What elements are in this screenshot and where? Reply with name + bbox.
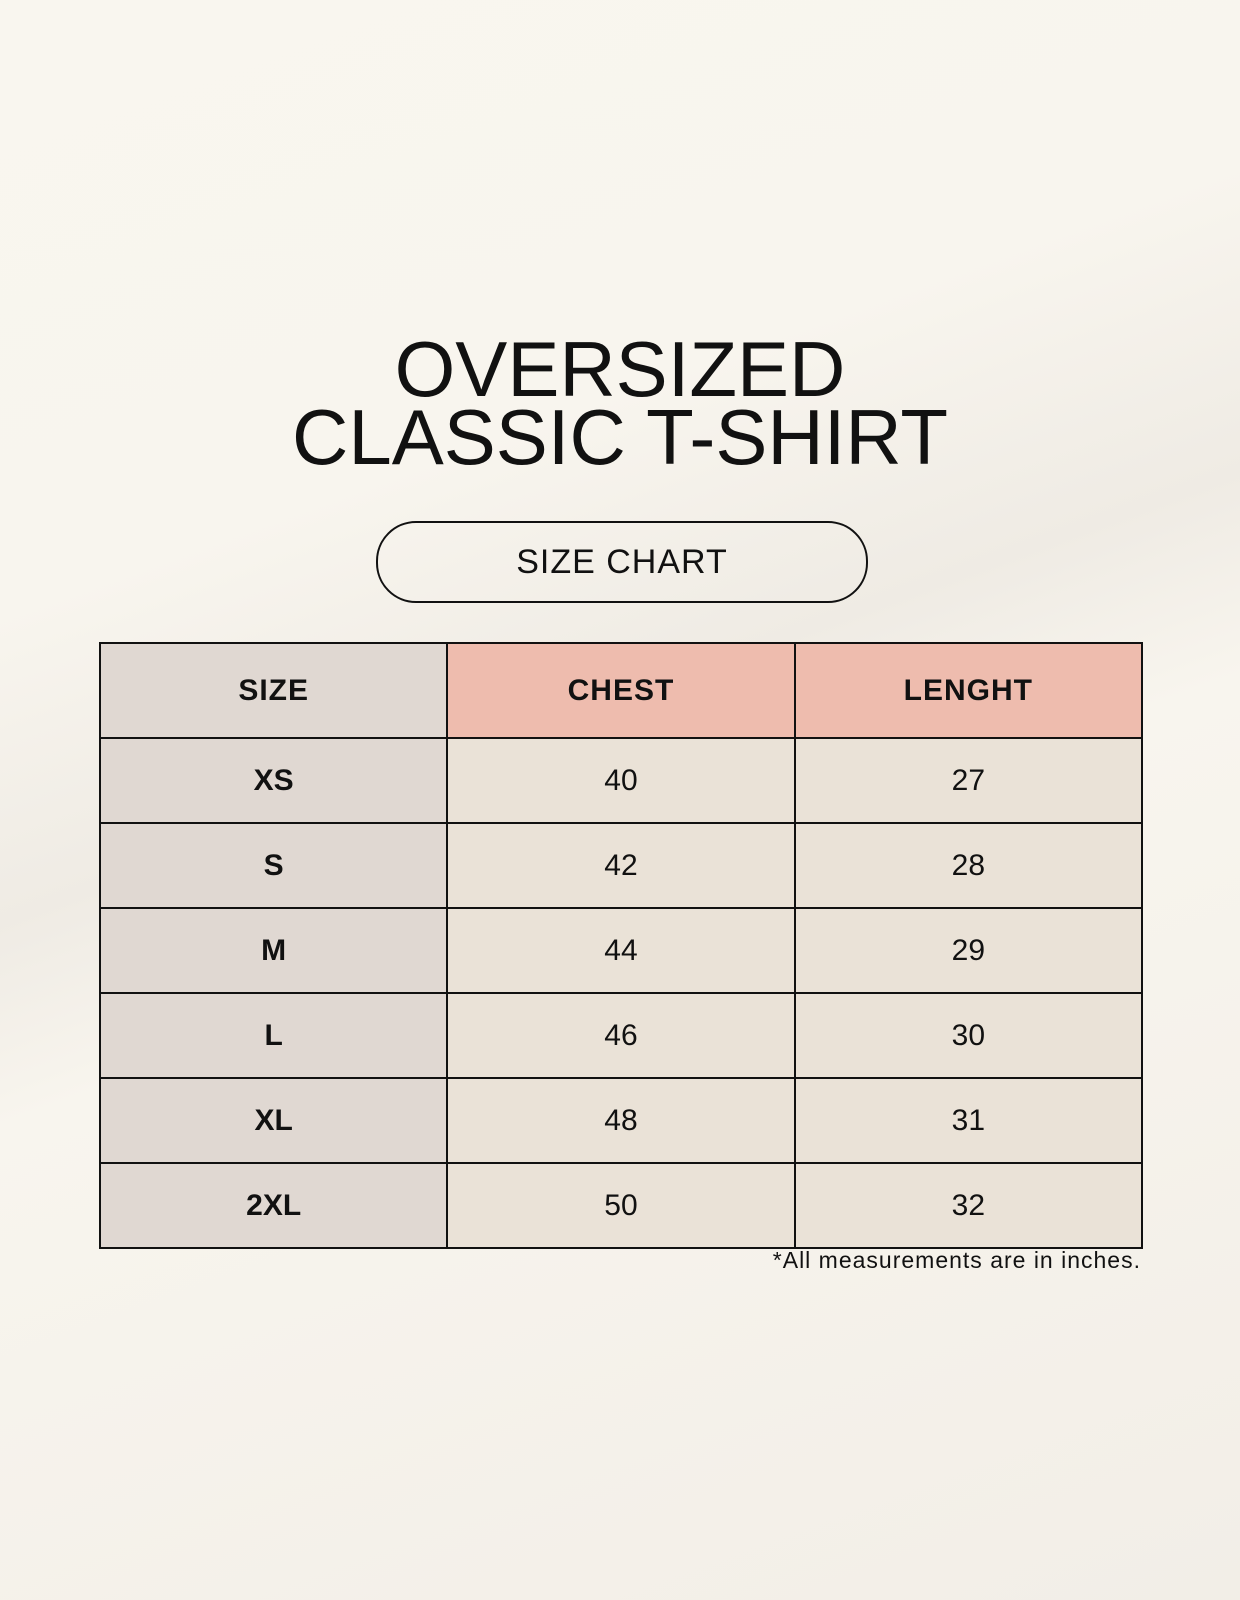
length-cell: 28 — [793, 822, 1144, 909]
chest-cell: 46 — [446, 992, 796, 1079]
header-chest: CHEST — [446, 642, 796, 739]
footnote: *All measurements are in inches. — [772, 1247, 1141, 1273]
table-row: S 42 28 — [98, 822, 1144, 909]
table-row: L 46 30 — [98, 992, 1144, 1079]
size-cell: M — [98, 907, 449, 994]
chest-cell: 42 — [446, 822, 796, 909]
header-length: LENGHT — [793, 642, 1144, 739]
table-row: 2XL 50 32 — [98, 1162, 1144, 1249]
size-cell: XS — [98, 737, 449, 824]
size-cell: XL — [98, 1077, 449, 1164]
title-line-2: CLASSIC T-SHIRT — [292, 393, 948, 481]
page-title: OVERSIZED CLASSIC T-SHIRT — [0, 325, 1240, 481]
size-cell: S — [98, 822, 449, 909]
length-cell: 30 — [793, 992, 1144, 1079]
length-cell: 27 — [793, 737, 1144, 824]
table-header-row: SIZE CHEST LENGHT — [98, 642, 1144, 739]
chest-cell: 44 — [446, 907, 796, 994]
size-chart-badge: SIZE CHART — [376, 521, 868, 603]
chest-cell: 50 — [446, 1162, 796, 1249]
size-table: SIZE CHEST LENGHT XS 40 27 S 42 28 M 44 29 L 46 30 X… — [98, 642, 1144, 1249]
table-row: M 44 29 — [98, 907, 1144, 994]
title-line-1: OVERSIZED — [394, 325, 846, 413]
table-row: XL 48 31 — [98, 1077, 1144, 1164]
chest-cell: 48 — [446, 1077, 796, 1164]
length-cell: 32 — [793, 1162, 1144, 1249]
header-size: SIZE — [98, 642, 449, 739]
length-cell: 29 — [793, 907, 1144, 994]
size-cell: 2XL — [98, 1162, 449, 1249]
table-row: XS 40 27 — [98, 737, 1144, 824]
length-cell: 31 — [793, 1077, 1144, 1164]
chest-cell: 40 — [446, 737, 796, 824]
size-cell: L — [98, 992, 449, 1079]
